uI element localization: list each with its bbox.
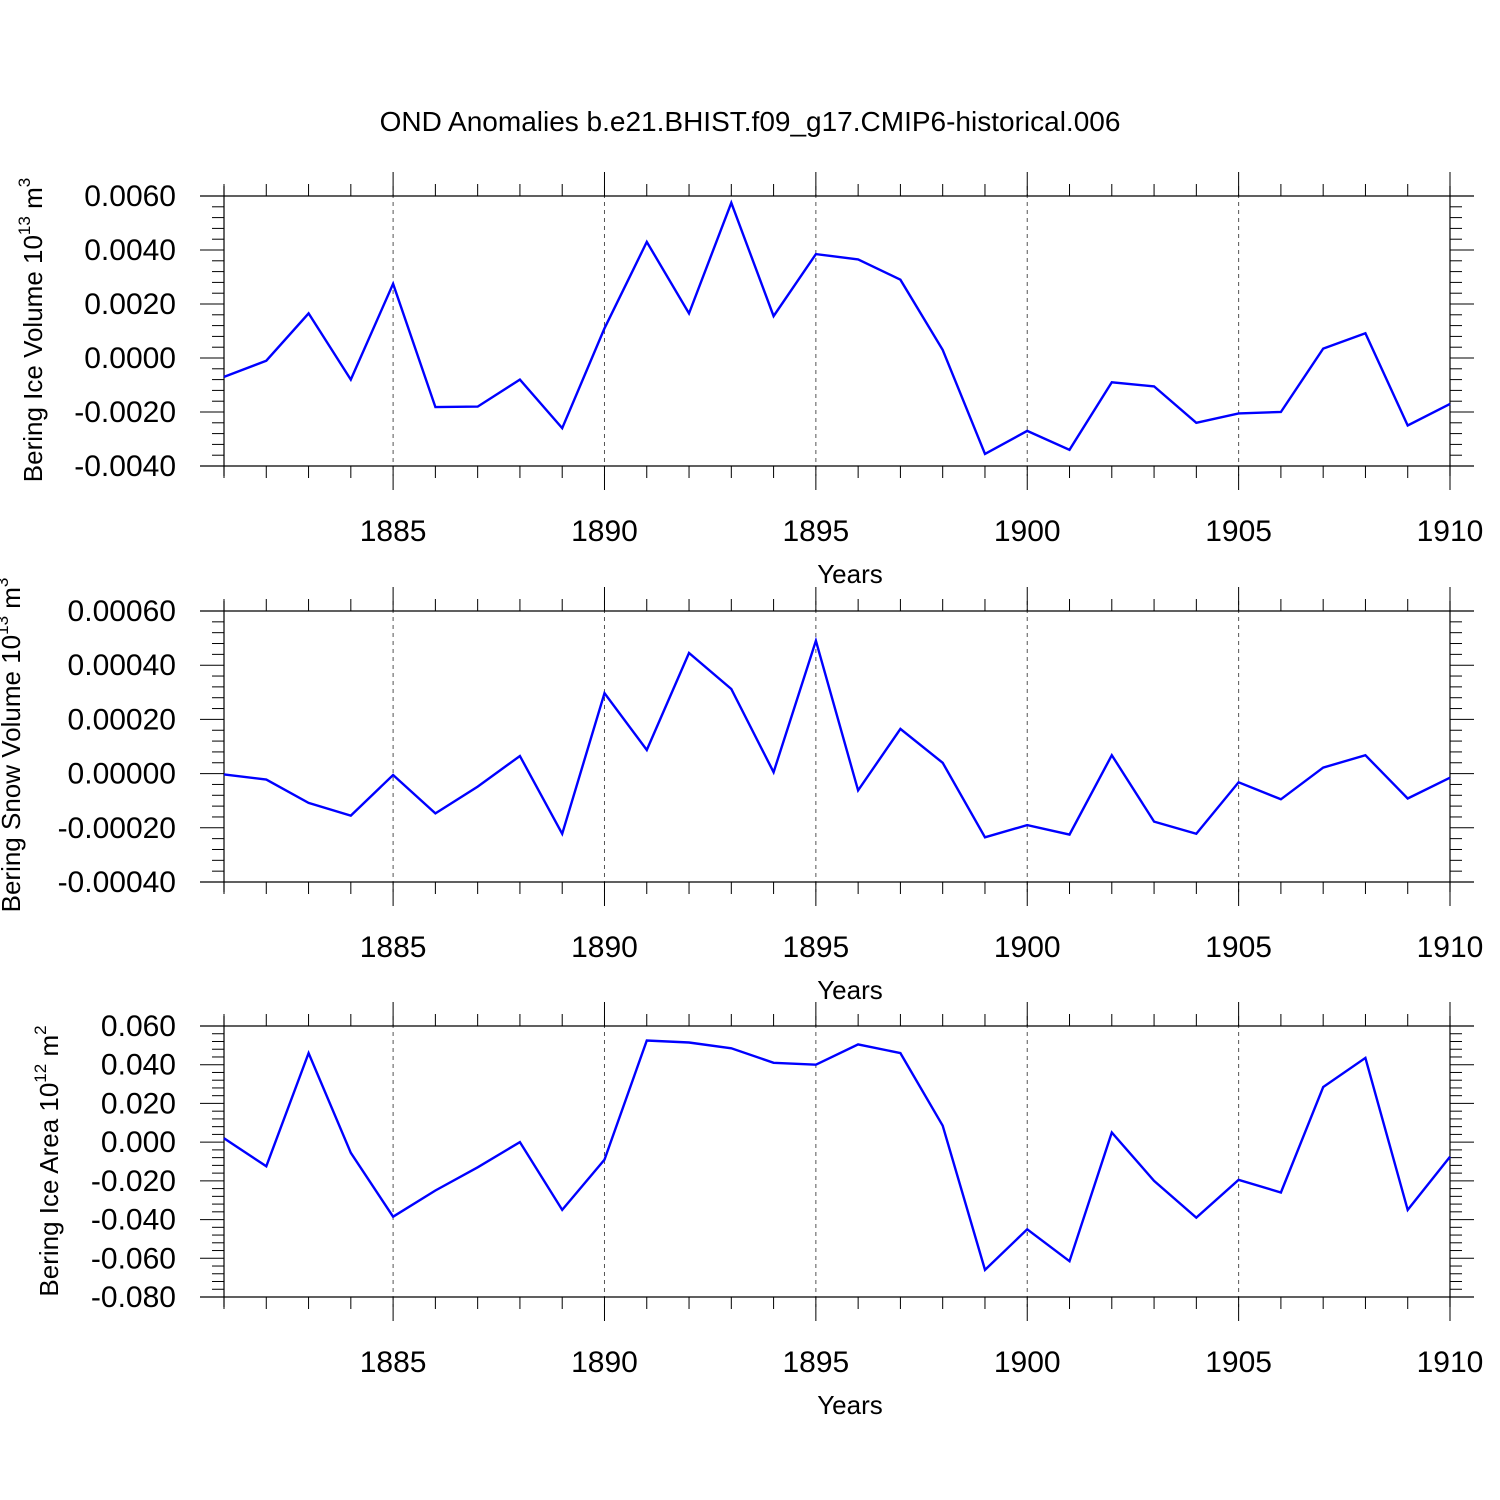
chart-panel-1: 1885 1890 1895 1900 1905 1910 -0.0040 -0.0020 0.… — [15, 172, 1483, 589]
x-tick-label: 1900 — [994, 1346, 1061, 1379]
y-tick-label: 0.00040 — [68, 649, 176, 682]
series-line-3 — [223, 1039, 1451, 1273]
y-axis-label-unit-exponent: 3 — [15, 178, 34, 187]
x-tick-label: 1885 — [360, 931, 427, 964]
x-tick-label: 1890 — [571, 515, 638, 548]
x-axis-label: Years — [817, 559, 883, 589]
x-tick-label: 1910 — [1417, 515, 1484, 548]
chart-panels: 1885 1890 1895 1900 1905 1910 -0.0040 -0.0020 0.… — [0, 172, 1483, 1420]
y-tick-label: 0.00060 — [68, 595, 176, 628]
y-axis-label-text: Bering Ice Area 10 — [34, 1083, 64, 1297]
y-axis-label: Bering Snow Volume 1013 m3 — [0, 578, 26, 913]
x-tick-label: 1910 — [1417, 1346, 1484, 1379]
x-axis-label: Years — [817, 975, 883, 1005]
x-tick-label: 1905 — [1205, 515, 1272, 548]
y-tick-label: -0.080 — [91, 1281, 176, 1314]
y-axis-label-unit: m — [34, 1035, 64, 1064]
x-tick-label: 1885 — [360, 515, 427, 548]
figure-title: OND Anomalies b.e21.BHIST.f09_g17.CMIP6-… — [380, 106, 1121, 137]
y-axis-label: Bering Ice Volume 1013 m3 — [15, 178, 48, 482]
y-tick-label: -0.0020 — [74, 396, 176, 429]
x-tick-label: 1885 — [360, 1346, 427, 1379]
x-tick-label: 1895 — [782, 515, 849, 548]
y-tick-label: -0.0040 — [74, 450, 176, 483]
y-tick-label: 0.040 — [101, 1049, 176, 1082]
y-axis-label-exponent: 12 — [31, 1064, 50, 1083]
x-tick-label: 1900 — [994, 515, 1061, 548]
y-tick-label: 0.0020 — [84, 288, 176, 321]
y-tick-label: 0.000 — [101, 1126, 176, 1159]
y-tick-label: 0.00000 — [68, 758, 176, 791]
x-tick-label: 1905 — [1205, 931, 1272, 964]
y-axis-label-exponent: 13 — [15, 216, 34, 235]
y-axis-label-unit-exponent: 3 — [0, 578, 12, 587]
y-tick-label: -0.00020 — [58, 812, 176, 845]
chart-panel-3: 1885 1890 1895 1900 1905 1910 -0.080 -0.060 -0.0… — [31, 1002, 1483, 1420]
y-tick-label: -0.00040 — [58, 866, 176, 899]
y-tick-label: -0.040 — [91, 1204, 176, 1237]
series-line-2 — [223, 636, 1451, 839]
y-axis-label-exponent: 13 — [0, 616, 12, 635]
x-tick-label: 1890 — [571, 1346, 638, 1379]
x-tick-label: 1900 — [994, 931, 1061, 964]
x-tick-label: 1895 — [782, 931, 849, 964]
y-axis-label-text: Bering Snow Volume 10 — [0, 635, 26, 913]
y-tick-label: 0.00020 — [68, 703, 176, 736]
y-axis-label: Bering Ice Area 1012 m2 — [31, 1025, 64, 1296]
y-axis-label-unit: m — [18, 187, 48, 216]
y-tick-label: 0.0060 — [84, 180, 176, 213]
y-axis-label-unit-exponent: 2 — [31, 1025, 50, 1034]
series-line-1 — [223, 199, 1451, 456]
x-tick-label: 1910 — [1417, 931, 1484, 964]
x-tick-label: 1905 — [1205, 1346, 1272, 1379]
y-tick-label: 0.020 — [101, 1087, 176, 1120]
y-axis-label-unit: m — [0, 587, 26, 616]
x-tick-label: 1895 — [782, 1346, 849, 1379]
x-tick-label: 1890 — [571, 931, 638, 964]
y-tick-label: -0.020 — [91, 1165, 176, 1198]
y-axis-label-text: Bering Ice Volume 10 — [18, 235, 48, 482]
y-tick-label: 0.0000 — [84, 342, 176, 375]
y-tick-label: -0.060 — [91, 1242, 176, 1275]
y-tick-label: 0.060 — [101, 1010, 176, 1043]
chart-panel-2: 1885 1890 1895 1900 1905 1910 -0.00040 -0.00020… — [0, 578, 1483, 1005]
x-axis-label: Years — [817, 1390, 883, 1420]
y-tick-label: 0.0040 — [84, 234, 176, 267]
